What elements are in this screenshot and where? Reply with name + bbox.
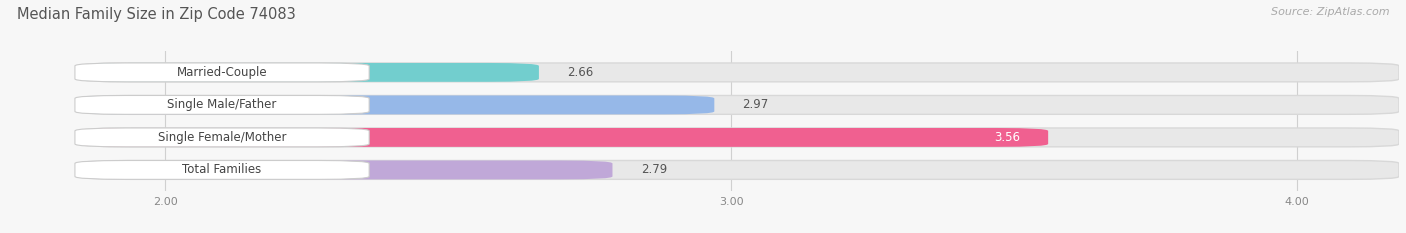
Text: Single Male/Father: Single Male/Father: [167, 98, 277, 111]
FancyBboxPatch shape: [80, 128, 1047, 147]
Text: 3.56: 3.56: [994, 131, 1019, 144]
FancyBboxPatch shape: [80, 161, 1399, 179]
FancyBboxPatch shape: [80, 128, 1399, 147]
Text: Total Families: Total Families: [183, 163, 262, 176]
Text: 2.66: 2.66: [567, 66, 593, 79]
Text: Single Female/Mother: Single Female/Mother: [157, 131, 287, 144]
Text: 2.97: 2.97: [742, 98, 769, 111]
Text: 2.79: 2.79: [641, 163, 666, 176]
Text: Median Family Size in Zip Code 74083: Median Family Size in Zip Code 74083: [17, 7, 295, 22]
Text: Source: ZipAtlas.com: Source: ZipAtlas.com: [1271, 7, 1389, 17]
Text: Married-Couple: Married-Couple: [177, 66, 267, 79]
FancyBboxPatch shape: [75, 96, 370, 114]
FancyBboxPatch shape: [75, 128, 370, 147]
FancyBboxPatch shape: [75, 63, 370, 82]
FancyBboxPatch shape: [75, 161, 370, 179]
FancyBboxPatch shape: [80, 96, 714, 114]
FancyBboxPatch shape: [80, 161, 613, 179]
FancyBboxPatch shape: [80, 63, 1399, 82]
FancyBboxPatch shape: [80, 63, 538, 82]
FancyBboxPatch shape: [80, 96, 1399, 114]
